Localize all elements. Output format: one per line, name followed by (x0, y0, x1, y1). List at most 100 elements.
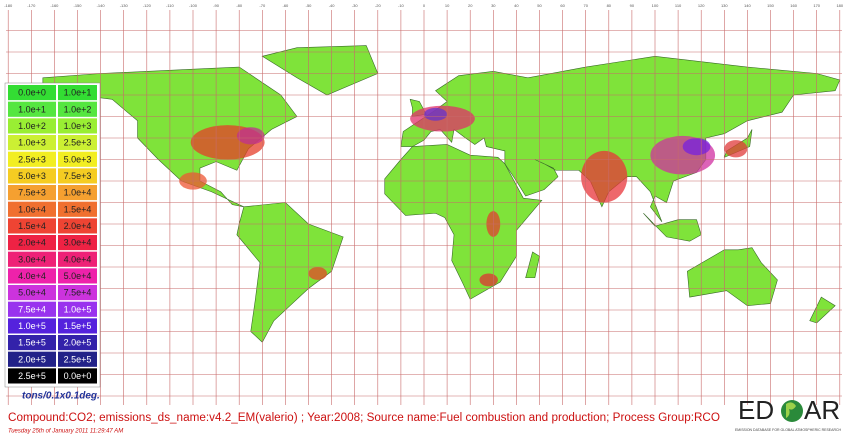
legend-high: 7.5e+3 (64, 171, 92, 181)
legend-swatch (8, 201, 56, 217)
legend-low: 2.5e+3 (18, 154, 46, 164)
legend-low: 1.0e+3 (18, 138, 46, 148)
landmass (643, 213, 702, 242)
legend-swatch (8, 368, 56, 384)
legend-low: 7.5e+4 (18, 304, 46, 314)
legend-swatch (58, 85, 97, 101)
legend-high: 5.0e+3 (64, 154, 92, 164)
lon-label: 140 (744, 3, 751, 8)
lon-label: 80 (607, 3, 612, 8)
legend-low: 4.0e+4 (18, 271, 46, 281)
legend-swatch (8, 218, 56, 234)
landmass (236, 202, 344, 343)
lon-label: -40 (329, 3, 336, 8)
lon-label: 100 (652, 3, 659, 8)
legend-swatch (58, 201, 97, 217)
lon-label: -60 (283, 3, 290, 8)
logo: ED AR EMISSION DATABASE FOR GLOBAL ATMOS… (735, 395, 842, 432)
legend-low: 2.0e+4 (18, 238, 46, 248)
legend-swatch (58, 101, 97, 117)
logo-globe-land (786, 402, 796, 418)
lon-label: -110 (166, 3, 174, 8)
lon-label: 120 (698, 3, 705, 8)
legend-swatch (8, 135, 56, 151)
legend-swatch (58, 118, 97, 134)
legend-low: 1.0e+5 (18, 321, 46, 331)
legend-swatch (58, 268, 97, 284)
lon-label: 0 (423, 3, 426, 8)
logo-right: AR (804, 395, 840, 425)
lon-label: -130 (120, 3, 129, 8)
legend-swatch (8, 118, 56, 134)
legend-swatch (58, 368, 97, 384)
lon-label: -10 (398, 3, 405, 8)
lon-label: -180 (4, 3, 13, 8)
legend-swatch (8, 351, 56, 367)
hotspot (308, 267, 327, 280)
lon-label: -170 (27, 3, 36, 8)
lon-label: 180 (836, 3, 843, 8)
hotspot (581, 150, 628, 203)
landmass (687, 247, 778, 307)
lon-label: -80 (236, 3, 243, 8)
lon-label: 160 (790, 3, 797, 8)
lon-label: -150 (73, 3, 82, 8)
unit-label: tons/0.1x0.1deg. (22, 391, 100, 402)
legend-swatch (58, 335, 97, 351)
legend-high: 1.0e+1 (64, 88, 92, 98)
legend-swatch (8, 85, 56, 101)
lon-label: -50 (306, 3, 313, 8)
landmass (261, 45, 379, 96)
lon-label: -100 (189, 3, 198, 8)
lon-label: -70 (259, 3, 266, 8)
legend-low: 7.5e+3 (18, 188, 46, 198)
legend-swatch (58, 235, 97, 251)
legend-high: 1.5e+4 (64, 204, 92, 214)
legend-swatch (58, 151, 97, 167)
lon-label: 90 (630, 3, 635, 8)
caption: Compound:CO2; emissions_ds_name:v4.2_EM(… (8, 412, 720, 424)
legend-low: 1.0e+1 (18, 104, 46, 114)
legend-high: 2.5e+5 (64, 354, 92, 364)
legend-swatch (8, 318, 56, 334)
landmass (525, 251, 540, 279)
legend-high: 7.5e+4 (64, 288, 92, 298)
lon-label: 20 (468, 3, 473, 8)
lon-label: 30 (491, 3, 496, 8)
hotspot (424, 107, 448, 121)
legend-high: 1.0e+3 (64, 121, 92, 131)
lon-label: 10 (445, 3, 450, 8)
legend-swatch (8, 168, 56, 184)
lon-label: 40 (514, 3, 519, 8)
legend-swatch (8, 235, 56, 251)
legend-swatch (58, 218, 97, 234)
legend-low: 2.0e+5 (18, 354, 46, 364)
lon-label: 60 (560, 3, 565, 8)
lon-label: -120 (143, 3, 152, 8)
legend-high: 1.0e+4 (64, 188, 92, 198)
legend-swatch (58, 301, 97, 317)
legend-low: 0.0e+0 (18, 88, 46, 98)
legend-high: 0.0e+0 (64, 371, 92, 381)
legend-high: 5.0e+4 (64, 271, 92, 281)
hotspot (236, 127, 265, 145)
legend-low: 5.0e+3 (18, 171, 46, 181)
legend-high: 4.0e+4 (64, 254, 92, 264)
timestamp: Tuesday 25th of January 2011 11:29:47 AM (8, 429, 123, 435)
legend-low: 2.5e+5 (18, 371, 46, 381)
lon-label: 170 (813, 3, 820, 8)
legend-high: 1.0e+2 (64, 104, 92, 114)
graticule: -180 -170 -160 -150 -140 -130 -120 -110 -100 -90-… (4, 3, 844, 405)
legend-swatch (8, 251, 56, 267)
legend-swatch (8, 151, 56, 167)
legend-swatch (58, 351, 97, 367)
lon-label: 110 (675, 3, 682, 8)
legend-high: 2.5e+3 (64, 138, 92, 148)
legend-swatch (8, 268, 56, 284)
legend-swatch (8, 301, 56, 317)
land (42, 45, 841, 343)
lon-label: -30 (352, 3, 359, 8)
logo-subtitle: EMISSION DATABASE FOR GLOBAL ATMOSPHERIC… (735, 428, 842, 432)
legend-swatch (58, 285, 97, 301)
hotspot (479, 273, 498, 287)
